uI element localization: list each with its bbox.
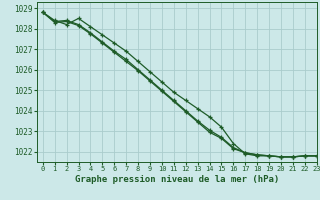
X-axis label: Graphe pression niveau de la mer (hPa): Graphe pression niveau de la mer (hPa) xyxy=(75,175,279,184)
